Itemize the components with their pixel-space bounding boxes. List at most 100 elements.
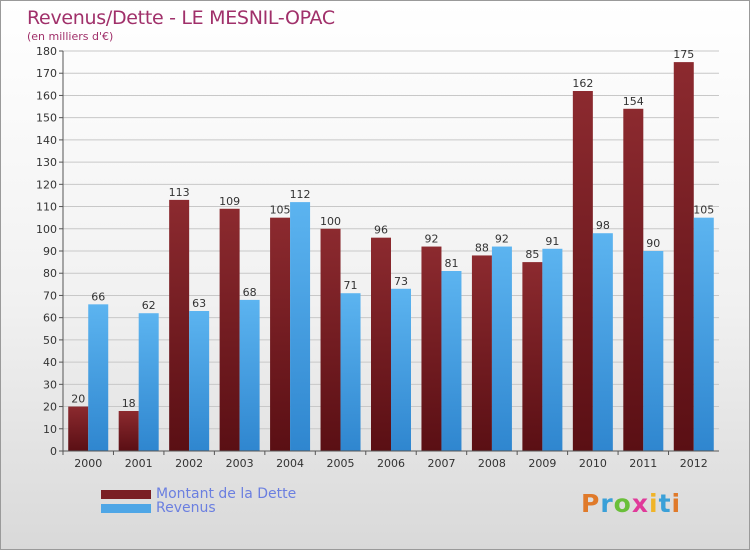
y-tick-label: 80 xyxy=(43,267,57,280)
bars xyxy=(68,62,714,452)
bar-dette xyxy=(572,91,593,451)
bar-revenus xyxy=(340,293,361,451)
data-label-dette: 96 xyxy=(374,224,388,237)
bar-dette xyxy=(623,108,644,452)
x-tick-label: 2001 xyxy=(125,457,153,470)
bar-dette xyxy=(522,262,543,451)
proxiti-logo: Proxiti xyxy=(581,489,681,518)
x-tick-label: 2002 xyxy=(175,457,203,470)
y-tick-label: 140 xyxy=(36,134,57,147)
x-tick-label: 2004 xyxy=(276,457,304,470)
bar-revenus xyxy=(239,299,260,451)
y-tick-label: 160 xyxy=(36,89,57,102)
data-label-revenus: 66 xyxy=(91,290,105,303)
data-label-revenus: 92 xyxy=(495,233,509,246)
x-tick-label: 2012 xyxy=(680,457,708,470)
x-axis-ticks: 2000 2001 2002 2003 2004 2005 2006 2007 2008 2009… xyxy=(62,451,708,470)
legend-swatch-revenus xyxy=(101,504,151,513)
x-tick-label: 2003 xyxy=(226,457,254,470)
data-label-revenus: 68 xyxy=(243,286,257,299)
y-tick-label: 150 xyxy=(36,112,57,125)
data-labels: 20 66 18 62 113 63 109 68 105 112 100 71 96 73 92 81 88 9… xyxy=(71,48,714,410)
data-label-revenus: 63 xyxy=(192,297,206,310)
y-tick-label: 30 xyxy=(43,378,57,391)
legend-label-revenus: Revenus xyxy=(156,500,216,516)
x-tick-label: 2007 xyxy=(427,457,455,470)
logo-letter: P xyxy=(581,489,601,518)
y-axis-ticks: 0 10 20 30 40 50 60 70 80 90 100 110 120 130 140 150 160… xyxy=(36,45,63,458)
bar-dette xyxy=(169,199,190,451)
y-tick-label: 70 xyxy=(43,289,57,302)
x-tick-label: 2011 xyxy=(629,457,657,470)
data-label-dette: 20 xyxy=(71,393,85,406)
bar-revenus xyxy=(592,233,613,451)
data-label-dette: 162 xyxy=(572,77,593,90)
y-tick-label: 100 xyxy=(36,223,57,236)
x-tick-label: 2010 xyxy=(579,457,607,470)
bar-dette xyxy=(421,246,442,451)
logo-letter: o xyxy=(613,489,632,518)
bar-dette xyxy=(219,208,240,451)
data-label-dette: 109 xyxy=(219,195,240,208)
logo-letter: x xyxy=(631,489,649,518)
bar-dette xyxy=(320,228,341,451)
data-label-dette: 113 xyxy=(169,186,190,199)
bar-dette xyxy=(270,217,291,451)
bar-revenus xyxy=(643,251,664,451)
data-label-revenus: 91 xyxy=(545,235,559,248)
legend-label-dette: Montant de la Dette xyxy=(156,486,297,502)
bar-dette xyxy=(471,255,492,451)
y-tick-label: 180 xyxy=(36,45,57,58)
bar-revenus xyxy=(542,248,563,451)
x-tick-label: 2008 xyxy=(478,457,506,470)
logo-letter: i xyxy=(649,489,659,518)
data-label-dette: 18 xyxy=(122,397,136,410)
bar-dette xyxy=(371,237,391,451)
y-tick-label: 0 xyxy=(50,445,57,458)
data-label-revenus: 62 xyxy=(142,299,156,312)
chart-subtitle: (en milliers d'€) xyxy=(27,30,114,43)
data-label-dette: 88 xyxy=(475,241,489,254)
data-label-revenus: 112 xyxy=(290,188,311,201)
bar-revenus xyxy=(189,311,210,451)
bar-revenus xyxy=(391,288,411,451)
data-label-revenus: 73 xyxy=(394,275,408,288)
y-tick-label: 170 xyxy=(36,67,57,80)
x-tick-label: 2006 xyxy=(377,457,405,470)
y-tick-label: 90 xyxy=(43,245,57,258)
y-tick-label: 110 xyxy=(36,201,57,214)
bar-revenus xyxy=(491,246,512,451)
data-label-revenus: 81 xyxy=(444,257,458,270)
logo-letter: r xyxy=(600,489,614,518)
data-label-dette: 154 xyxy=(623,95,644,108)
x-tick-label: 2005 xyxy=(327,457,355,470)
y-tick-label: 50 xyxy=(43,334,57,347)
bar-revenus xyxy=(441,271,462,451)
data-label-revenus: 98 xyxy=(596,219,610,232)
legend-swatch-dette xyxy=(101,490,151,499)
bar-revenus xyxy=(138,313,159,451)
bar-revenus xyxy=(290,202,311,451)
chart-title: Revenus/Dette - LE MESNIL-OPAC xyxy=(27,7,335,29)
bar-revenus xyxy=(693,217,714,451)
bar-dette xyxy=(673,62,694,451)
logo-letter: t xyxy=(658,489,672,518)
data-label-dette: 85 xyxy=(525,248,539,261)
x-tick-label: 2000 xyxy=(74,457,102,470)
logo-letter: i xyxy=(671,489,682,518)
data-label-dette: 105 xyxy=(270,204,291,217)
data-label-dette: 175 xyxy=(673,48,694,61)
data-label-revenus: 105 xyxy=(693,204,714,217)
data-label-dette: 92 xyxy=(424,233,438,246)
y-tick-label: 120 xyxy=(36,178,57,191)
y-tick-label: 40 xyxy=(43,356,57,369)
bar-dette xyxy=(68,406,89,451)
bar-dette xyxy=(118,411,139,451)
y-tick-label: 20 xyxy=(43,401,57,414)
data-label-dette: 100 xyxy=(320,215,341,228)
y-tick-label: 130 xyxy=(36,156,57,169)
data-label-revenus: 71 xyxy=(344,279,358,292)
bar-revenus xyxy=(88,304,109,451)
